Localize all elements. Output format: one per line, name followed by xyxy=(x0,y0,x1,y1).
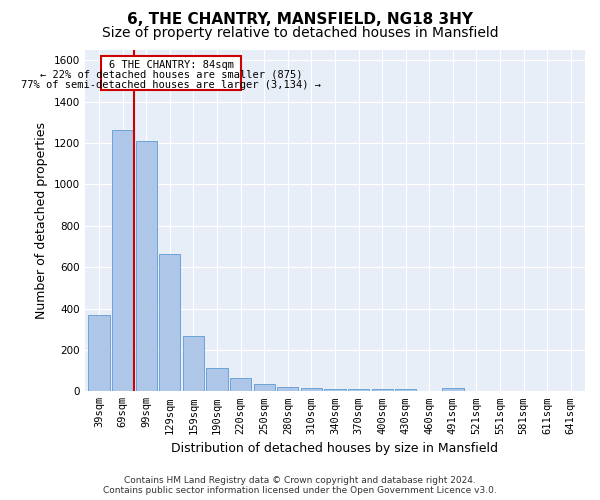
Y-axis label: Number of detached properties: Number of detached properties xyxy=(35,122,48,319)
Bar xyxy=(254,384,275,392)
Bar xyxy=(442,388,464,392)
Text: Contains HM Land Registry data © Crown copyright and database right 2024.
Contai: Contains HM Land Registry data © Crown c… xyxy=(103,476,497,495)
X-axis label: Distribution of detached houses by size in Mansfield: Distribution of detached houses by size … xyxy=(172,442,499,455)
Bar xyxy=(206,368,227,392)
Text: 6, THE CHANTRY, MANSFIELD, NG18 3HY: 6, THE CHANTRY, MANSFIELD, NG18 3HY xyxy=(127,12,473,28)
Bar xyxy=(325,389,346,392)
Text: 77% of semi-detached houses are larger (3,134) →: 77% of semi-detached houses are larger (… xyxy=(21,80,321,90)
Bar xyxy=(159,254,181,392)
Bar xyxy=(136,141,157,392)
Bar xyxy=(277,387,298,392)
Text: Size of property relative to detached houses in Mansfield: Size of property relative to detached ho… xyxy=(101,26,499,40)
Text: 6 THE CHANTRY: 84sqm: 6 THE CHANTRY: 84sqm xyxy=(109,60,233,70)
Text: ← 22% of detached houses are smaller (875): ← 22% of detached houses are smaller (87… xyxy=(40,70,302,80)
FancyBboxPatch shape xyxy=(101,56,241,90)
Bar xyxy=(230,378,251,392)
Bar xyxy=(371,389,393,392)
Bar xyxy=(183,336,204,392)
Bar xyxy=(301,388,322,392)
Bar xyxy=(88,315,110,392)
Bar xyxy=(348,389,369,392)
Bar xyxy=(112,130,133,392)
Bar xyxy=(395,389,416,392)
